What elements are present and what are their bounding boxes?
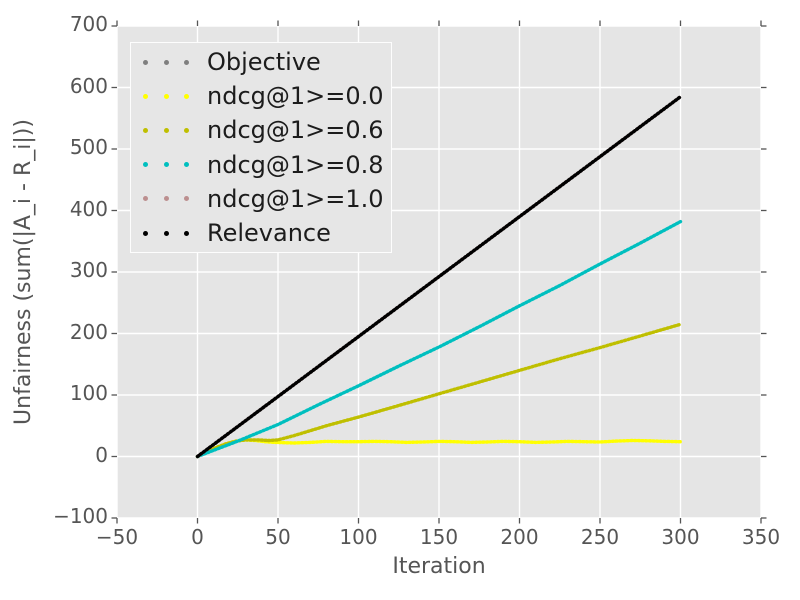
legend-label: ndcg@1>=1.0 [207,184,384,213]
legend-marker-dot [184,162,189,168]
legend-marker-dot [143,230,148,236]
legend-item-ndcg-1-0.8: ndcg@1>=0.8 [131,148,391,182]
legend-item-ndcg-1-1.0: ndcg@1>=1.0 [131,182,391,216]
legend-marker-dot [143,162,148,168]
legend-item-relevance: Relevance [131,216,391,250]
legend-marker-dot [163,127,169,133]
x-axis-label: Iteration [392,554,486,579]
legend-marker-dot [143,196,148,202]
legend-label: Objective [207,48,321,77]
x-tick-label: 200 [500,525,539,549]
legend-dotted-line-marker [143,162,189,168]
legend-label: ndcg@1>=0.6 [207,116,384,145]
y-tick-label: 0 [95,442,108,467]
legend-marker-dot [143,127,148,133]
y-tick-label: 500 [69,135,108,159]
y-tick-label: −100 [53,504,108,528]
legend-item-objective: Objective [131,45,391,79]
x-tick-label: 300 [661,525,700,549]
legend-marker-dot [163,162,169,168]
legend-dotted-line-marker [143,127,189,133]
legend-marker-dot [163,93,169,99]
legend-marker-dot [163,59,169,65]
legend-marker-dot [184,230,189,236]
legend-label: Relevance [207,219,331,248]
legend-dotted-line-marker [143,93,189,99]
legend-marker-dot [184,196,189,202]
legend-marker-dot [143,59,148,65]
legend-dotted-line-marker [143,59,189,65]
legend-marker-dot [143,93,148,99]
legend-item-ndcg-1-0.6: ndcg@1>=0.6 [131,113,391,147]
legend-marker-dot [163,230,169,236]
legend-dotted-line-marker [143,196,189,202]
series-line-relevance [195,94,683,459]
x-tick-label: 100 [339,525,378,549]
x-tick-label: 350 [741,525,781,549]
legend-label: ndcg@1>=0.8 [207,150,384,179]
y-tick-label: 200 [69,319,108,344]
y-tick-label: 400 [69,196,108,221]
legend-marker-dot [184,93,189,99]
x-tick-label: 50 [265,525,291,549]
y-axis-label: Unfairness (sum(|A_i - R_i|)) [11,119,36,425]
y-tick-label: 600 [69,73,108,98]
x-tick-label: −50 [95,525,139,549]
x-tick-label: 0 [191,525,204,549]
series-line-ndcg-1-0.8 [195,219,683,459]
legend-item-ndcg-1-0.0: ndcg@1>=0.0 [131,79,391,113]
y-tick-label: 700 [69,12,108,36]
legend: Objective ndcg@1>=0.0 ndcg@1>=0.6 ndcg@1>=0… [130,42,392,254]
legend-label: ndcg@1>=0.0 [207,82,384,111]
y-tick-label: 100 [69,381,108,405]
x-tick-label: 250 [580,525,620,549]
legend-marker-dot [184,127,189,133]
legend-marker-dot [184,59,189,65]
y-tick-label: 300 [69,258,108,282]
legend-dotted-line-marker [143,230,189,236]
x-tick-label: 150 [419,525,459,549]
legend-marker-dot [163,196,169,202]
